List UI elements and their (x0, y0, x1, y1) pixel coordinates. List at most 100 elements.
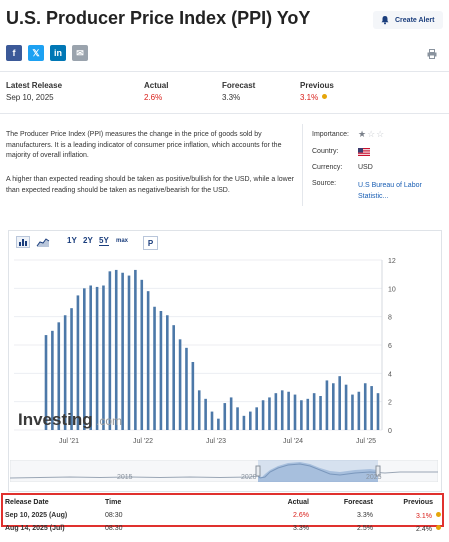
header-forecast[interactable]: Forecast (343, 499, 373, 506)
chart-bar[interactable] (197, 390, 201, 430)
chart-bar[interactable] (268, 397, 271, 430)
history-header-row: Release Date Time Actual Forecast Previo… (5, 496, 441, 509)
vertical-divider (302, 124, 303, 206)
chart-bar[interactable] (274, 393, 278, 430)
navigator-label-2015: 2015 (117, 474, 133, 481)
chart-bar[interactable] (191, 362, 195, 430)
chart-bar[interactable] (95, 286, 99, 430)
chart-bar[interactable] (249, 411, 252, 430)
previous-value: 3.1% (300, 93, 319, 102)
chart-bar[interactable] (300, 400, 303, 430)
twitter-icon: 𝕏 (32, 47, 40, 58)
chart-bar[interactable] (127, 275, 131, 430)
chart-bar[interactable] (159, 311, 163, 430)
chart-bar[interactable] (44, 335, 48, 430)
y-tick-label: 12 (388, 258, 396, 265)
chart-bar[interactable] (140, 279, 144, 430)
chart-bar[interactable] (178, 339, 182, 430)
chart-bar[interactable] (351, 394, 354, 430)
chart-bar[interactable] (108, 271, 112, 430)
email-share-button[interactable]: ✉ (72, 45, 88, 61)
chart-bar[interactable] (172, 325, 175, 430)
navigator-right-handle[interactable] (375, 465, 381, 477)
chart-bar[interactable] (255, 407, 258, 430)
chart-bar[interactable] (344, 384, 348, 430)
chart-bar[interactable] (70, 308, 73, 430)
row-forecast: 3.3% (357, 512, 373, 519)
chart-bar[interactable] (153, 306, 156, 430)
header-actual[interactable]: Actual (287, 499, 309, 506)
source-link[interactable]: U.S Bureau of Labor Statistic... (358, 182, 422, 200)
range-2y-button[interactable]: 2Y (83, 236, 93, 245)
facebook-share-button[interactable]: f (6, 45, 22, 61)
print-icon[interactable] (427, 49, 437, 59)
chart-bar[interactable] (319, 396, 322, 430)
p-button[interactable]: P (143, 236, 158, 250)
table-row: Aug 14, 2025 (Jul) 08:30 3.3% 2.5% 2.4% (5, 522, 441, 535)
forecast-value: 3.3% (222, 93, 241, 102)
chart-bar[interactable] (338, 376, 341, 430)
chart-bar[interactable] (146, 291, 150, 430)
header-time[interactable]: Time (105, 499, 122, 506)
chart-bar[interactable] (312, 393, 316, 430)
chart-bar[interactable] (325, 380, 329, 430)
header-previous[interactable]: Previous (403, 499, 433, 506)
star-empty-icon: ☆ (367, 129, 377, 139)
chart-bar[interactable] (236, 407, 239, 430)
chart-bar[interactable] (63, 315, 67, 430)
linkedin-share-button[interactable]: in (50, 45, 66, 61)
create-alert-button[interactable]: Create Alert (373, 11, 443, 29)
chart-bar[interactable] (363, 383, 367, 430)
range-navigator[interactable]: 2015 2020 2025 (10, 460, 438, 482)
chart-bar[interactable] (57, 322, 61, 430)
status-dot-icon (436, 524, 441, 530)
chart-bar[interactable] (287, 391, 290, 430)
table-row: Sep 10, 2025 (Aug) 08:30 2.6% 3.3% 3.1% (5, 509, 441, 522)
chart-bar[interactable] (89, 285, 92, 431)
chart-bar[interactable] (102, 285, 105, 431)
chart-bar[interactable] (76, 295, 80, 430)
chart-bar[interactable] (217, 418, 220, 430)
chart-bar[interactable] (306, 398, 310, 430)
chart-bar[interactable] (293, 394, 297, 430)
chart-bar[interactable] (223, 403, 227, 430)
chart-watermark: Investing .com (18, 410, 122, 429)
navigator-left-handle[interactable] (255, 465, 261, 477)
range-5y-button[interactable]: 5Y (99, 236, 109, 246)
bar-chart-toggle-icon[interactable] (16, 236, 30, 248)
watermark-text: Investing (18, 410, 93, 429)
currency-value: USD (358, 164, 373, 171)
chart-bar[interactable] (332, 383, 335, 430)
area-chart-toggle-icon[interactable] (36, 236, 50, 248)
forecast-label: Forecast (222, 81, 256, 90)
chart-bar[interactable] (376, 393, 380, 430)
range-1y-button[interactable]: 1Y (67, 236, 77, 245)
x-tick-label: Jul '23 (206, 438, 226, 445)
bell-icon (381, 16, 389, 25)
x-tick-label: Jul '22 (133, 438, 153, 445)
chart-bar[interactable] (242, 415, 246, 430)
page-title: U.S. Producer Price Index (PPI) YoY (6, 8, 311, 28)
chart-bar[interactable] (280, 390, 284, 430)
header-release-date[interactable]: Release Date (5, 499, 49, 506)
chart-bar[interactable] (114, 269, 118, 430)
chart-bar[interactable] (370, 386, 373, 430)
chart-bar[interactable] (210, 411, 214, 430)
chart-bar[interactable] (83, 288, 86, 430)
history-table-wrap: Release Date Time Actual Forecast Previo… (5, 496, 441, 535)
range-max-button[interactable]: max (116, 238, 129, 244)
twitter-share-button[interactable]: 𝕏 (28, 45, 44, 61)
chart-bar[interactable] (261, 400, 265, 430)
chart-bar[interactable] (204, 398, 207, 430)
navigator-selection[interactable] (258, 460, 378, 482)
row-time: 08:30 (105, 525, 123, 532)
chart-bar[interactable] (121, 272, 124, 430)
actual-label: Actual (144, 81, 169, 90)
chart-bar[interactable] (185, 347, 188, 430)
chart-bar[interactable] (51, 330, 54, 430)
chart-bar[interactable] (229, 397, 233, 430)
chart-bar[interactable] (357, 391, 361, 430)
chart-bar[interactable] (134, 269, 137, 430)
currency-label: Currency: (312, 164, 343, 171)
chart-bar[interactable] (166, 315, 169, 430)
